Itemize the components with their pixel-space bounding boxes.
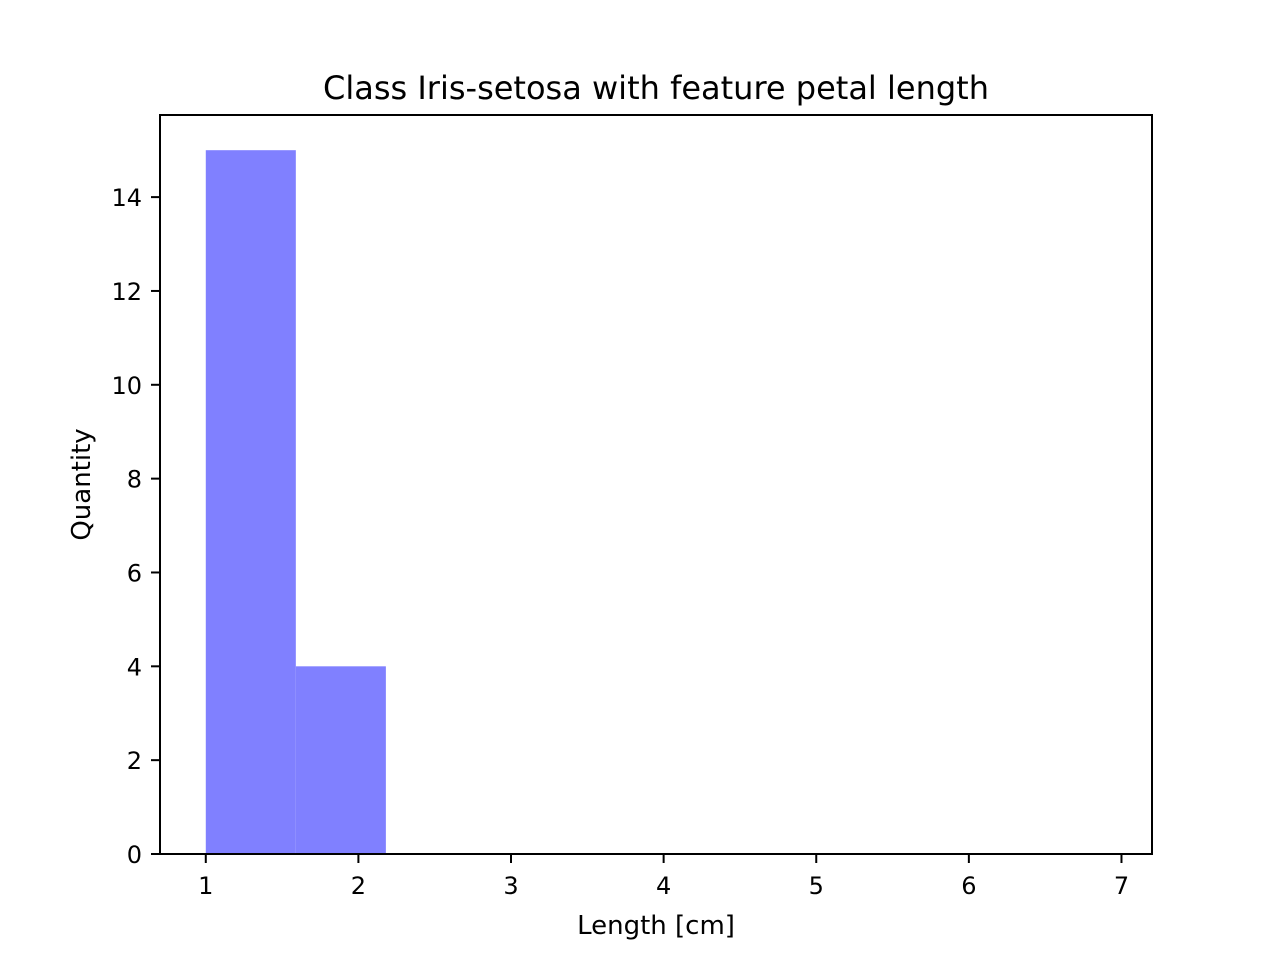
plot-frame [159,114,1153,855]
y-tick-label: 0 [127,841,142,869]
x-tick-label: 6 [961,872,976,900]
y-tick-label: 14 [111,184,142,212]
y-axis-ticks: 0 2 4 6 8 10 12 14 [111,184,160,869]
x-tick-label: 5 [809,872,824,900]
histogram-bar-2 [295,666,386,854]
y-tick-label: 4 [127,653,142,681]
y-tick-label: 6 [127,559,142,587]
y-tick-label: 8 [127,466,142,494]
x-axis-ticks: 1 2 3 4 5 6 7 [198,854,1129,900]
histogram-bar-1 [205,150,296,854]
y-tick-label: 10 [111,372,142,400]
chart-title: Class Iris-setosa with feature petal len… [323,69,989,107]
y-tick-label: 2 [127,747,142,775]
x-axis-label: Length [cm] [577,911,735,941]
x-tick-label: 4 [656,872,671,900]
y-tick-label: 12 [111,278,142,306]
x-tick-label: 3 [503,872,518,900]
x-tick-label: 2 [351,872,366,900]
y-axis-label: Quantity [67,428,97,540]
x-tick-label: 1 [198,872,213,900]
bars-group [205,150,386,854]
x-tick-label: 7 [1114,872,1129,900]
